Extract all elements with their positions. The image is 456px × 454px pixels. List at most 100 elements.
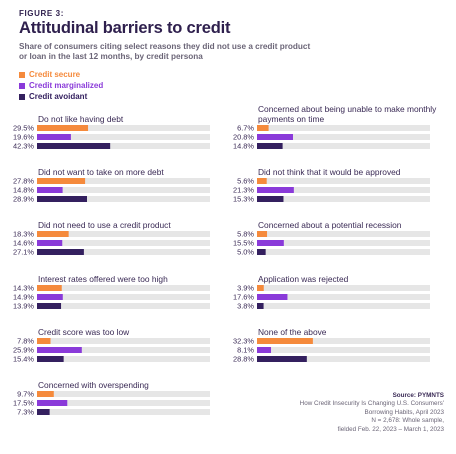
bar-credit-avoidant bbox=[257, 143, 283, 149]
data-label: 32.3% bbox=[233, 337, 254, 346]
data-label: 15.5% bbox=[233, 239, 254, 248]
bar-credit-secure bbox=[37, 285, 62, 291]
data-label: 28.8% bbox=[233, 355, 254, 364]
bar-credit-secure bbox=[37, 178, 86, 184]
bar-credit-secure bbox=[37, 391, 54, 397]
bar-track bbox=[37, 196, 210, 202]
data-label: 29.5% bbox=[13, 124, 34, 133]
data-label: 19.6% bbox=[13, 133, 34, 142]
bar-track bbox=[37, 409, 210, 415]
bar-credit-secure bbox=[257, 178, 267, 184]
category-label: Do not like having debt bbox=[38, 114, 124, 124]
source-line: N = 2,678: Whole sample, bbox=[371, 417, 444, 425]
bar-track bbox=[37, 285, 210, 291]
data-label: 14.9% bbox=[13, 293, 34, 302]
data-label: 15.4% bbox=[13, 355, 34, 364]
category-label: Did not want to take on more debt bbox=[38, 167, 164, 177]
bar-track bbox=[37, 134, 210, 140]
bar-track bbox=[37, 294, 210, 300]
bar-track bbox=[257, 178, 430, 184]
bar-track bbox=[257, 240, 430, 246]
data-label: 5.8% bbox=[237, 230, 254, 239]
category-label: Did not think that it would be approved bbox=[258, 167, 401, 177]
source-note: Source: PYMNTS How Credit Insecurity Is … bbox=[300, 392, 444, 434]
data-label: 7.3% bbox=[17, 408, 34, 417]
bar-credit-marginalized bbox=[257, 187, 294, 193]
data-label: 28.9% bbox=[13, 195, 34, 204]
bar-credit-secure bbox=[257, 231, 268, 237]
bar-credit-avoidant bbox=[257, 249, 266, 255]
bar-track bbox=[257, 125, 430, 131]
source-line: fielded Feb. 22, 2023 – March 1, 2023 bbox=[337, 425, 444, 433]
bar-credit-avoidant bbox=[257, 303, 264, 309]
bar-credit-secure bbox=[37, 231, 69, 237]
bar-credit-avoidant bbox=[37, 356, 64, 362]
category-label: Concerned about being unable to make mon… bbox=[258, 104, 437, 114]
bar-credit-marginalized bbox=[37, 400, 68, 406]
data-label: 15.3% bbox=[233, 195, 254, 204]
bar-track bbox=[257, 196, 430, 202]
bar-credit-secure bbox=[257, 125, 269, 131]
data-label: 3.8% bbox=[237, 302, 254, 311]
bar-track bbox=[37, 303, 210, 309]
bar-track bbox=[257, 143, 430, 149]
data-label: 42.3% bbox=[13, 142, 34, 151]
bar-track bbox=[37, 187, 210, 193]
data-label: 20.8% bbox=[233, 133, 254, 142]
legend-swatch-credit-avoidant bbox=[19, 93, 25, 100]
data-label: 13.9% bbox=[13, 302, 34, 311]
category-label: Concerned with overspending bbox=[38, 380, 149, 390]
data-label: 17.5% bbox=[13, 399, 34, 408]
data-label: 21.3% bbox=[233, 186, 254, 195]
category-label: Application was rejected bbox=[258, 274, 349, 284]
bar-credit-avoidant bbox=[257, 196, 284, 202]
bar-credit-secure bbox=[37, 338, 51, 344]
bar-track bbox=[37, 178, 210, 184]
legend-item-credit-marginalized: Credit marginalized bbox=[19, 80, 103, 91]
bar-track bbox=[257, 347, 430, 353]
category-label: None of the above bbox=[258, 327, 327, 337]
category-label: Interest rates offered were too high bbox=[38, 274, 168, 284]
bar-track bbox=[37, 240, 210, 246]
bar-track bbox=[257, 338, 430, 344]
bar-credit-avoidant bbox=[37, 196, 87, 202]
category-label: Did not need to use a credit product bbox=[38, 220, 171, 230]
legend-item-credit-avoidant: Credit avoidant bbox=[19, 91, 103, 102]
bar-track bbox=[37, 338, 210, 344]
legend-swatch-credit-marginalized bbox=[19, 82, 25, 89]
bar-track bbox=[37, 249, 210, 255]
legend-label-credit-secure: Credit secure bbox=[29, 70, 81, 79]
bar-credit-avoidant bbox=[37, 303, 62, 309]
category-label: payments on time bbox=[258, 114, 324, 124]
bar-credit-marginalized bbox=[37, 294, 63, 300]
bar-track bbox=[257, 303, 430, 309]
bar-track bbox=[257, 356, 430, 362]
legend: Credit secure Credit marginalized Credit… bbox=[19, 69, 103, 102]
figure-label: FIGURE 3: bbox=[19, 9, 64, 18]
bar-track bbox=[37, 125, 210, 131]
data-label: 14.8% bbox=[13, 186, 34, 195]
bar-credit-marginalized bbox=[257, 294, 288, 300]
bar-track bbox=[37, 231, 210, 237]
bar-credit-marginalized bbox=[257, 134, 293, 140]
bar-credit-secure bbox=[257, 338, 313, 344]
data-label: 5.0% bbox=[237, 248, 254, 257]
bar-track bbox=[257, 285, 430, 291]
data-label: 7.8% bbox=[17, 337, 34, 346]
source-line: How Credit Insecurity Is Changing U.S. C… bbox=[299, 400, 444, 408]
data-label: 6.7% bbox=[237, 124, 254, 133]
bar-track bbox=[257, 294, 430, 300]
data-label: 8.1% bbox=[237, 346, 254, 355]
category-label: Concerned about a potential recession bbox=[258, 220, 402, 230]
bar-credit-avoidant bbox=[37, 409, 50, 415]
bar-track bbox=[37, 391, 210, 397]
bar-track bbox=[37, 143, 210, 149]
chart-subtitle: Share of consumers citing select reasons… bbox=[19, 42, 311, 61]
bar-credit-avoidant bbox=[257, 356, 307, 362]
data-label: 17.6% bbox=[233, 293, 254, 302]
bar-credit-avoidant bbox=[37, 143, 111, 149]
data-label: 14.6% bbox=[13, 239, 34, 248]
source-line: Borrowing Habits, April 2023 bbox=[364, 408, 444, 416]
bar-credit-marginalized bbox=[37, 240, 63, 246]
